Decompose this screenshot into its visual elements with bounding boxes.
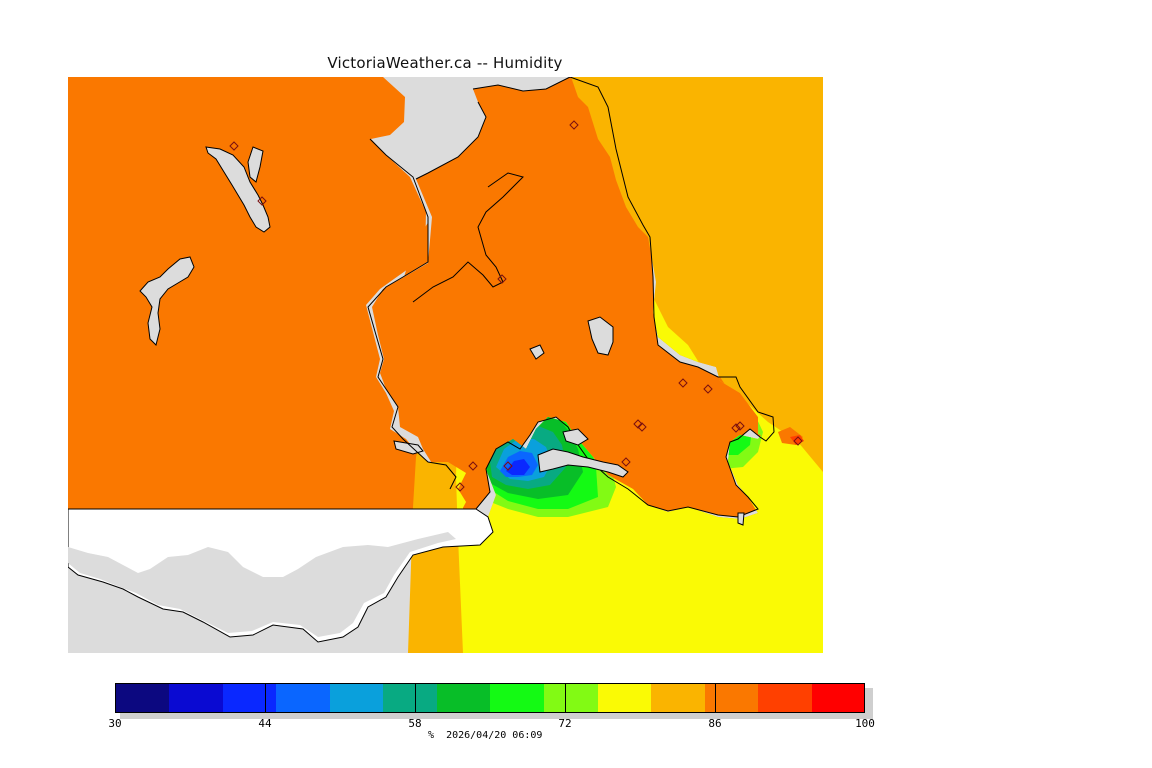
inlet-arm	[412, 172, 524, 303]
james-island	[587, 316, 614, 356]
colorbar-segment	[811, 683, 866, 713]
colorbar-tick-label: 44	[258, 717, 272, 730]
humidity-colorbar	[115, 683, 866, 713]
colorbar-segment	[490, 683, 545, 713]
harbour-island	[562, 428, 589, 446]
colorbar-segment	[597, 683, 652, 713]
colorbar-segment	[704, 683, 759, 713]
colorbar-tick-label: 30	[108, 717, 122, 730]
colorbar-tick-label: 100	[855, 717, 875, 730]
colorbar-tick-label: 72	[558, 717, 572, 730]
inner-harbour	[537, 448, 629, 478]
south-islet	[737, 512, 745, 526]
station-marker	[468, 461, 478, 471]
mainland-area	[68, 77, 774, 517]
outside-land	[68, 508, 494, 643]
station-marker	[678, 378, 688, 388]
timestamp-label: 2026/04/20 06:09	[446, 730, 543, 741]
station-marker	[229, 141, 239, 151]
map-title: VictoriaWeather.ca -- Humidity	[327, 54, 563, 72]
unit-label: %	[428, 730, 435, 741]
colorbar-tick-label: 58	[408, 717, 422, 730]
colorbar-tick	[265, 683, 266, 713]
station-marker	[455, 482, 465, 492]
station-marker	[703, 384, 713, 394]
colorbar-segment	[329, 683, 384, 713]
colorbar-segment	[436, 683, 491, 713]
colorbar-tick-label: 86	[708, 717, 722, 730]
lake-west	[139, 256, 195, 346]
station-marker	[731, 423, 741, 433]
colorbar-segment	[382, 683, 437, 713]
saanich-land	[372, 77, 774, 517]
station-marker	[735, 421, 745, 431]
station-marker	[497, 274, 507, 284]
colorbar-segment	[168, 683, 223, 713]
colorbar-segment	[275, 683, 330, 713]
west-land	[68, 77, 453, 509]
colorbar-segment	[115, 683, 170, 713]
station-markers	[229, 120, 803, 492]
peninsula-inner-coast	[415, 101, 487, 180]
colorbar-segment	[650, 683, 705, 713]
sooke-basin	[205, 146, 271, 233]
station-marker	[633, 419, 643, 429]
station-marker	[569, 120, 579, 130]
small-isle	[529, 344, 545, 360]
colorbar-tick	[715, 683, 716, 713]
station-marker	[793, 436, 803, 446]
colorbar-segment	[757, 683, 812, 713]
lake-upper	[247, 146, 264, 183]
station-marker	[503, 461, 513, 471]
colorbar-segment	[543, 683, 598, 713]
colorbar-tick	[415, 683, 416, 713]
map-footer: % 2026/04/20 06:09	[428, 730, 542, 741]
station-marker	[637, 422, 647, 432]
station-marker	[621, 457, 631, 467]
colorbar-segment	[222, 683, 277, 713]
station-marker	[257, 196, 267, 206]
peninsula-west-coast	[472, 77, 775, 518]
saanich-inlet	[367, 138, 457, 490]
colorbar-tick	[565, 683, 566, 713]
humidity-map[interactable]	[68, 77, 823, 653]
